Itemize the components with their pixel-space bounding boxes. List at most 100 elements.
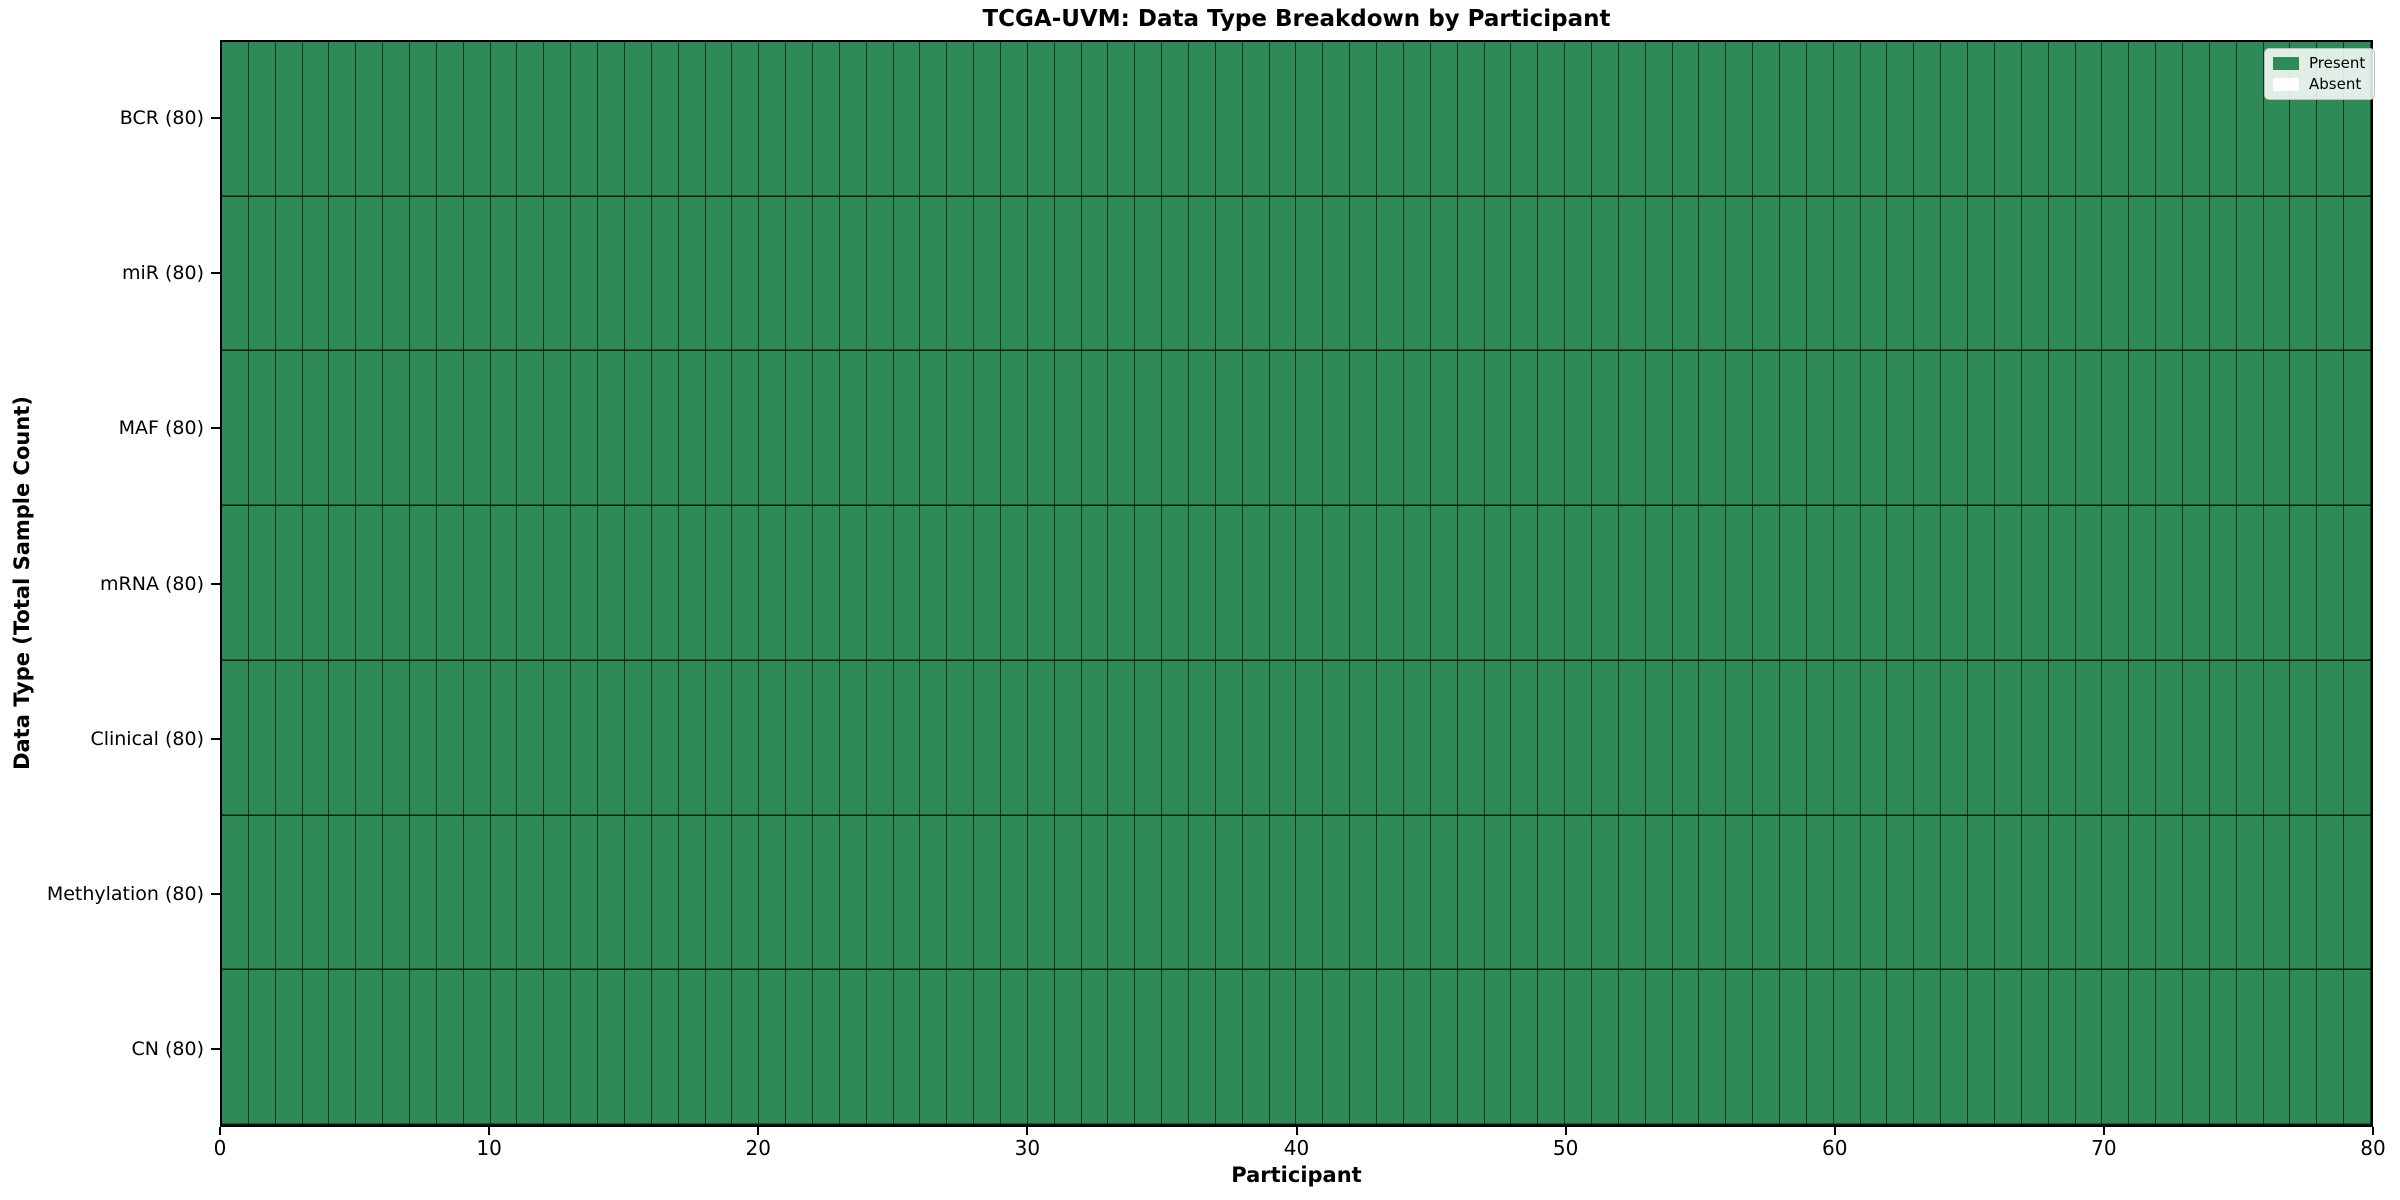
heatmap-cell [1054,42,1082,197]
heatmap-cell [1914,351,1942,507]
heatmap-cell [248,42,276,197]
heatmap-cell [1511,660,1539,816]
heatmap-cell [651,506,679,661]
heatmap-cell [1323,196,1351,352]
heatmap-cell [1887,42,1915,197]
heatmap-cell [2263,506,2291,661]
heatmap-cell [544,970,572,1125]
y-tick-label: Clinical (80) [90,727,204,750]
heatmap-cell [1860,196,1888,352]
heatmap-cell [1484,815,1512,971]
heatmap-cell [947,351,975,507]
heatmap-cell [356,351,384,507]
heatmap-cell [598,506,625,661]
heatmap-cell [1645,42,1673,197]
heatmap-cell [1591,351,1619,507]
heatmap-cell [410,42,437,197]
heatmap-cell [2129,196,2157,352]
heatmap-cell [920,42,948,197]
heatmap-cell [866,42,894,197]
heatmap-cell [1672,196,1700,352]
heatmap-cell [1806,815,1834,971]
heatmap-cell [1994,196,2022,352]
heatmap-cell [920,660,948,816]
heatmap-cell [1323,660,1351,816]
heatmap-cell [2317,970,2345,1125]
heatmap-cell [517,660,545,816]
heatmap-cell [2290,660,2318,816]
heatmap-cell [1887,506,1915,661]
y-tick-label: miR (80) [121,261,204,284]
heatmap-cell [2075,196,2103,352]
heatmap-cell [1430,196,1458,352]
heatmap-cell [436,42,464,197]
heatmap-cell [1162,196,1190,352]
heatmap-cell [1833,815,1861,971]
heatmap-cell [463,196,491,352]
heatmap-cell [2317,506,2345,661]
heatmap-cell [1914,196,1942,352]
heatmap-cell [275,196,303,352]
heatmap-cell [1645,815,1673,971]
heatmap-cell [2236,506,2264,661]
heatmap-cell [2344,660,2371,816]
heatmap-cell [651,660,679,816]
heatmap-cell [1941,196,1969,352]
heatmap-cell [1538,815,1566,971]
heatmap-cell [490,42,518,197]
heatmap-cell [2263,815,2291,971]
heatmap-cell [248,970,276,1125]
heatmap-cell [490,351,518,507]
heatmap-cell [786,351,813,507]
heatmap-cell [544,660,572,816]
heatmap-cell [463,815,491,971]
y-tick-mark [211,427,220,430]
heatmap-cell [517,970,545,1125]
heatmap-cell [1484,351,1512,507]
heatmap-cell [1054,506,1082,661]
heatmap-cell [275,42,303,197]
heatmap-cell [2209,660,2237,816]
heatmap-cell [651,42,679,197]
heatmap-cell [866,970,894,1125]
heatmap-cell [275,970,303,1125]
heatmap-cell [410,660,437,816]
heatmap-cell [356,42,384,197]
heatmap-cell [1914,660,1942,816]
heatmap-cell [1914,970,1942,1125]
heatmap-cell [1001,42,1028,197]
heatmap-cell [1780,660,1807,816]
heatmap-cell [2236,196,2264,352]
heatmap-cell [1242,506,1270,661]
heatmap-cell [1484,506,1512,661]
heatmap-cell [1215,970,1243,1125]
heatmap-cell [839,506,867,661]
heatmap-cell [1968,506,1995,661]
heatmap-cell [2209,196,2237,352]
heatmap-cell [1027,42,1055,197]
heatmap-cell [1162,351,1190,507]
heatmap-cell [2209,42,2237,197]
heatmap-cell [1457,42,1485,197]
heatmap-cell [463,42,491,197]
heatmap-cell [1296,196,1324,352]
heatmap-cell [1296,970,1324,1125]
heatmap-cell [974,351,1001,507]
heatmap-cell [759,970,787,1125]
heatmap-cell [624,42,652,197]
plot-area [220,40,2373,1127]
x-tick-mark [488,1127,491,1135]
heatmap-cell [1001,970,1028,1125]
heatmap-cell [678,506,706,661]
heatmap-cell [651,351,679,507]
heatmap-cell [732,196,760,352]
heatmap-cell [1699,970,1727,1125]
heatmap-cell [1350,506,1378,661]
heatmap-cell [436,815,464,971]
heatmap-cell [517,42,545,197]
heatmap-cell [2209,815,2237,971]
heatmap-cell [1269,196,1297,352]
heatmap-cell [571,660,599,816]
heatmap-cell [974,815,1001,971]
heatmap-cell [1296,351,1324,507]
